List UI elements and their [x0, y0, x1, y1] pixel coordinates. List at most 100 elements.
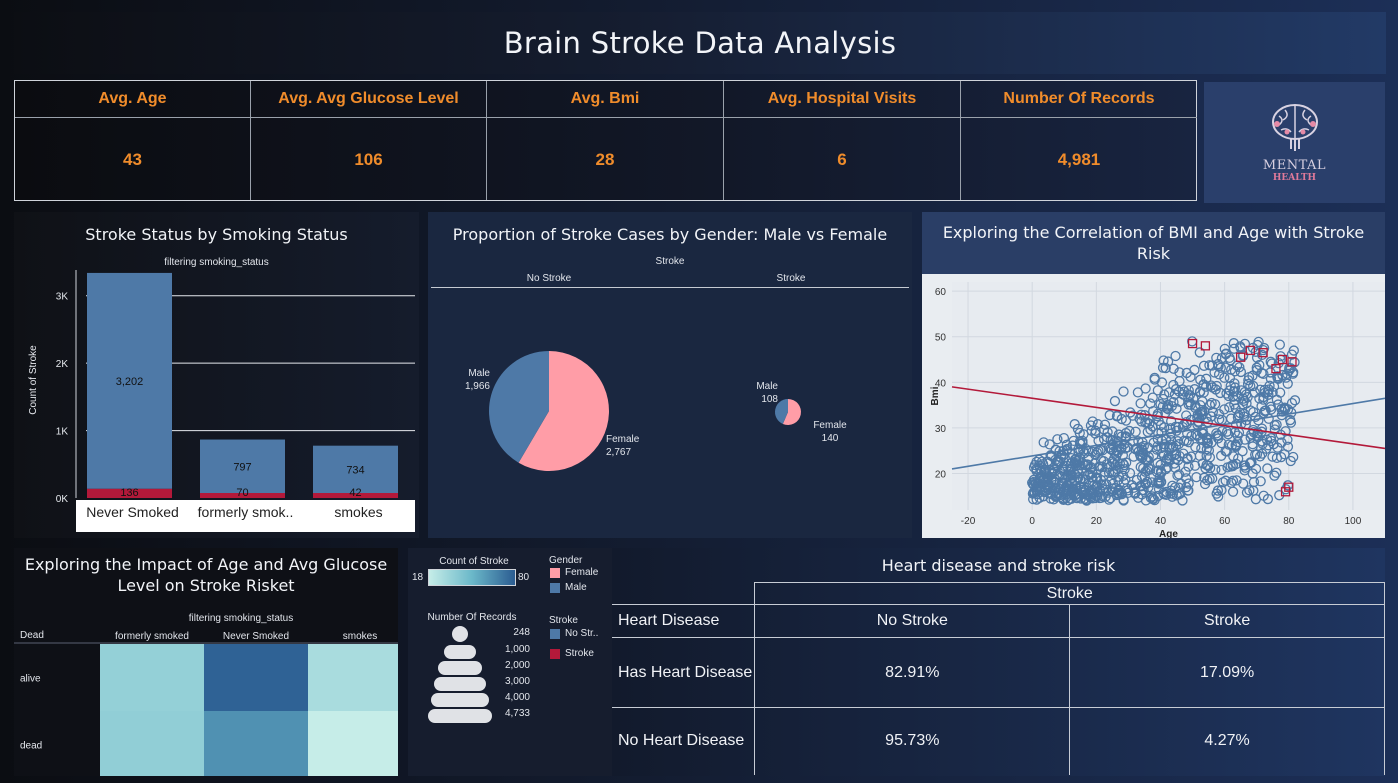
scatter-title-band — [922, 212, 1385, 274]
scatter-point — [1049, 473, 1060, 485]
scatter-point — [1224, 402, 1235, 413]
scatter-point — [1170, 350, 1181, 362]
size-legend-mark — [428, 709, 492, 723]
trend-line-stroke — [951, 386, 1385, 450]
scatter-point — [1047, 468, 1058, 480]
stroke-legend-item[interactable]: No Str.. — [565, 628, 599, 639]
scatter-point — [1090, 428, 1101, 439]
scatter-point — [1275, 387, 1286, 398]
scatter-point — [1116, 413, 1127, 425]
scatter-point — [1236, 385, 1247, 396]
scatter-point — [1132, 387, 1144, 398]
kpi-avg-bmi[interactable]: Avg. Bmi 28 — [487, 81, 724, 200]
bar-stroke — [87, 488, 172, 498]
records-legend-value: 248 — [513, 627, 530, 638]
records-legend-value: 1,000 — [504, 644, 530, 655]
scatter-point — [1220, 445, 1231, 457]
scatter-point — [1254, 393, 1265, 404]
y-tick-label: 1K — [56, 427, 69, 438]
column-header: Never Smoked — [223, 631, 289, 642]
scatter-point — [1182, 485, 1194, 496]
scatter-point — [1152, 433, 1163, 445]
table-cell[interactable]: 4.27% — [1069, 707, 1385, 775]
scatter-point — [1231, 475, 1242, 486]
pie2-male-label: Male 108 — [756, 381, 778, 405]
scatter-point — [1070, 453, 1082, 465]
y-tick-label: 20 — [935, 470, 947, 481]
kpi-number-of-records[interactable]: Number Of Records 4,981 — [961, 81, 1197, 200]
scatter-point — [1135, 398, 1146, 409]
heart-disease-table: Stroke Heart Disease No Stroke Stroke Ha… — [612, 582, 1385, 775]
scatter-point — [1152, 408, 1164, 420]
scatter-point — [1152, 440, 1163, 452]
scatter-point — [1174, 367, 1185, 378]
scatter-point — [1228, 338, 1239, 349]
scatter-point — [1155, 398, 1166, 410]
scatter-point — [1169, 462, 1181, 473]
heart-disease-panel: Heart disease and stroke risk Stroke Hea… — [612, 548, 1385, 776]
scatter-point — [1217, 477, 1229, 488]
chart-title: Proportion of Stroke Cases by Gender: Ma… — [452, 225, 888, 244]
scatter-point — [1215, 387, 1226, 399]
dashboard-title: Brain Stroke Data Analysis — [503, 26, 897, 60]
scatter-point — [1082, 459, 1094, 470]
scatter-point-stroke — [1271, 363, 1281, 374]
kpi-avg-hospital-visits[interactable]: Avg. Hospital Visits 6 — [724, 81, 961, 200]
scatter-point — [1158, 422, 1170, 433]
gender-pie-charts — [489, 351, 801, 471]
table-group-header: Stroke — [754, 582, 1385, 605]
scatter-point — [1242, 392, 1253, 403]
y-tick-label: 40 — [935, 378, 947, 389]
scatter-point — [1054, 484, 1065, 495]
kpi-avg-age[interactable]: Avg. Age 43 — [15, 81, 251, 200]
table-cell[interactable]: 82.91% — [754, 637, 1071, 708]
scatter-point-stroke — [1200, 341, 1211, 351]
records-legend-value: 4,733 — [504, 708, 530, 719]
scatter-point — [1070, 481, 1081, 492]
no-stroke-swatch — [550, 629, 560, 639]
table-column-header: No Stroke — [754, 604, 1071, 638]
scatter-point — [1101, 432, 1113, 443]
table-cell[interactable]: 17.09% — [1069, 637, 1385, 708]
kpi-header: Avg. Avg Glucose Level — [251, 81, 486, 118]
scatter-point — [1285, 455, 1296, 467]
scatter-point — [1153, 465, 1164, 476]
legend-panel: Count of Stroke 18 80 Gender Female Male… — [408, 548, 612, 776]
scatter-point — [1157, 401, 1169, 412]
scatter-point — [1179, 435, 1190, 446]
scatter-point — [1163, 404, 1174, 415]
scatter-point — [1047, 463, 1059, 474]
bar-no-stroke — [200, 439, 285, 493]
scatter-point — [1092, 419, 1103, 430]
kpi-avg-glucose[interactable]: Avg. Avg Glucose Level 106 — [251, 81, 487, 200]
scatter-point — [1149, 372, 1160, 384]
smoking-status-panel: Stroke Status by Smoking Status filterin… — [14, 212, 419, 538]
scatter-point — [1206, 437, 1217, 448]
scatter-point — [1100, 484, 1112, 495]
stroke-legend-item[interactable]: Stroke — [565, 648, 594, 659]
kpi-value: 106 — [354, 149, 383, 169]
scatter-point-stroke — [1187, 338, 1198, 349]
table-cell[interactable]: 95.73% — [754, 707, 1071, 775]
scatter-point — [1194, 450, 1205, 462]
gender-legend-item[interactable]: Male — [565, 582, 587, 593]
scatter-point — [1151, 444, 1163, 455]
bar-value-label: 734 — [346, 464, 364, 476]
scatter-point — [1135, 481, 1147, 492]
row-header: Dead — [20, 630, 44, 641]
bar-value-label: 42 — [349, 487, 361, 499]
gender-legend-item[interactable]: Female — [565, 567, 599, 578]
scatter-point — [1069, 458, 1080, 469]
pie-slice-male — [489, 351, 549, 463]
scatter-point — [1271, 452, 1283, 464]
scatter-point — [1158, 441, 1170, 452]
column-header: smokes — [343, 631, 377, 642]
scatter-point — [1195, 406, 1206, 418]
scatter-point — [1254, 451, 1266, 462]
scatter-point — [1168, 379, 1179, 391]
bar-value-label: 136 — [120, 487, 138, 499]
scatter-point — [1250, 449, 1261, 460]
heatmap-cell — [204, 711, 308, 776]
pie1-female-label: Female 2,767 — [606, 434, 640, 458]
x-tick-label: 80 — [1283, 516, 1295, 527]
